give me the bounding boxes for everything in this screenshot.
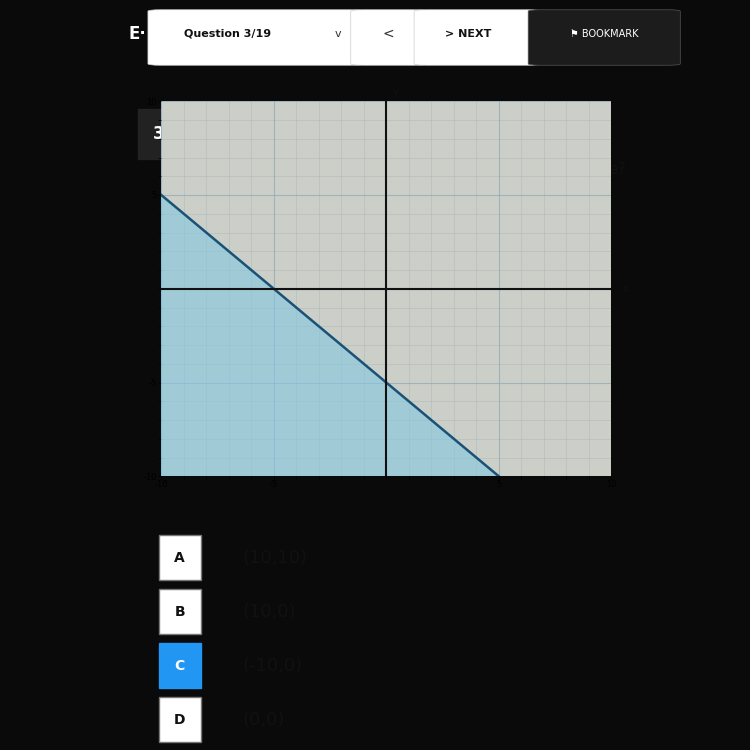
Text: I1: I1 xyxy=(199,124,216,142)
Text: x: x xyxy=(622,284,628,294)
FancyBboxPatch shape xyxy=(159,590,200,634)
FancyBboxPatch shape xyxy=(528,10,680,65)
Text: v: v xyxy=(334,28,341,39)
Text: (10,10): (10,10) xyxy=(243,549,308,567)
Text: y: y xyxy=(393,87,399,97)
Text: (0,0): (0,0) xyxy=(243,711,285,729)
FancyBboxPatch shape xyxy=(159,698,200,742)
Text: D: D xyxy=(174,712,185,727)
Text: <: < xyxy=(383,27,394,40)
Text: Question 3/19: Question 3/19 xyxy=(184,28,271,39)
Text: (-10,0): (-10,0) xyxy=(243,657,303,675)
Text: > NEXT: > NEXT xyxy=(445,28,491,39)
FancyBboxPatch shape xyxy=(351,10,427,65)
Text: Which of the points satisfy the linear inequality graphed here?: Which of the points satisfy the linear i… xyxy=(167,162,626,177)
Text: ⚑ BOOKMARK: ⚑ BOOKMARK xyxy=(570,28,638,39)
FancyBboxPatch shape xyxy=(414,10,541,65)
Text: E·: E· xyxy=(129,25,147,43)
FancyBboxPatch shape xyxy=(139,109,180,160)
FancyBboxPatch shape xyxy=(159,536,200,580)
Text: C: C xyxy=(175,658,184,673)
Polygon shape xyxy=(161,195,499,476)
Text: (10,0): (10,0) xyxy=(243,603,296,621)
FancyBboxPatch shape xyxy=(159,644,200,688)
Text: 3: 3 xyxy=(153,124,164,142)
FancyBboxPatch shape xyxy=(148,10,364,65)
Text: B: B xyxy=(174,604,185,619)
Text: A: A xyxy=(174,550,185,565)
